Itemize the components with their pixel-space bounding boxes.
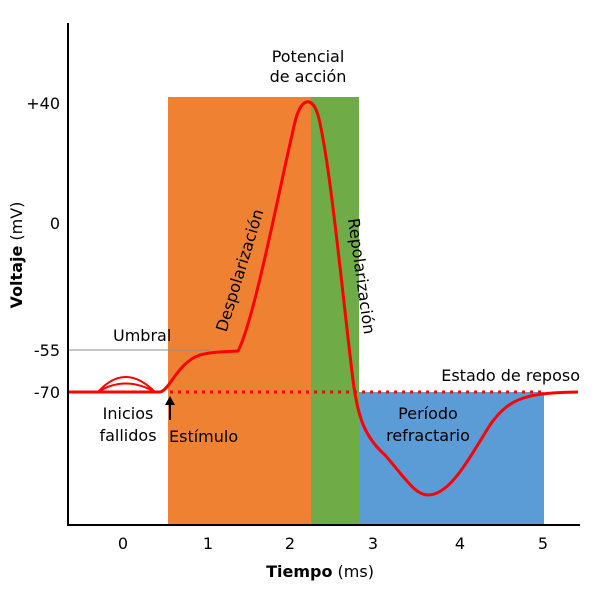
x-tick-label-0: 0 (118, 534, 128, 553)
failed-initiation-curve-2 (97, 382, 156, 393)
x-tick-label-4: 4 (455, 534, 465, 553)
diagram-title-line1: Potencial (272, 47, 345, 66)
failed-initiations-label-line2: fallidos (99, 426, 156, 445)
stimulus-label: Estímulo (169, 427, 238, 446)
diagram-title-line2: de acción (270, 67, 347, 86)
stimulus-arrow-head (165, 396, 175, 405)
y-tick-label-minus55: -55 (34, 341, 60, 360)
y-axis-title: Voltaje (mV) (7, 202, 26, 309)
y-tick-label-minus70: -70 (34, 383, 60, 402)
action-potential-curve (68, 100, 579, 497)
y-tick-label-0: 0 (50, 214, 60, 233)
x-tick-label-3: 3 (368, 534, 378, 553)
depolarization-region (168, 97, 311, 525)
repolarization-region (311, 97, 359, 525)
threshold-label: Umbral (113, 326, 171, 345)
x-axis-title: Tiempo (ms) (266, 562, 374, 581)
y-tick-label-plus40: +40 (26, 94, 60, 113)
x-tick-label-1: 1 (203, 534, 213, 553)
failed-initiation-curve-1 (97, 376, 156, 393)
x-tick-label-5: 5 (538, 534, 548, 553)
failed-initiations-label-line1: Inicios (103, 404, 154, 423)
refractory-label-line1: Período (398, 404, 458, 423)
refractory-label-line2: refractario (386, 426, 470, 445)
resting-state-label: Estado de reposo (441, 366, 580, 385)
x-tick-label-2: 2 (285, 534, 295, 553)
